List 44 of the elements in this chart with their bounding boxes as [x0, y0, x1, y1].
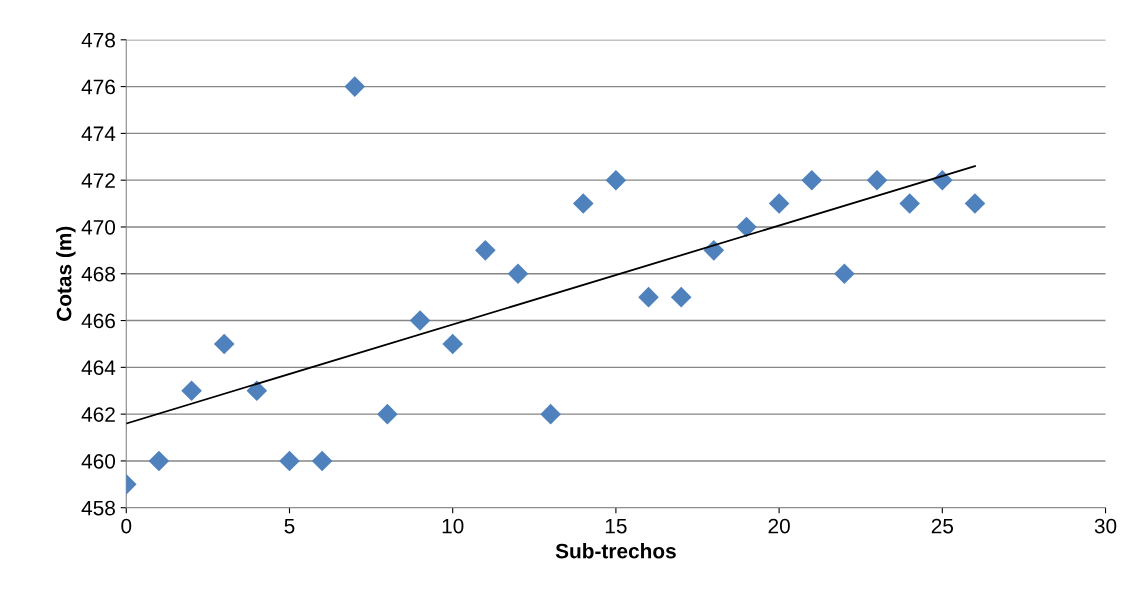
- point: [736, 216, 757, 238]
- point: [377, 403, 398, 425]
- point: [181, 380, 202, 402]
- y-tick-label: 458: [81, 500, 115, 516]
- y-tick-label: 466: [81, 313, 115, 329]
- x-tick-label: 30: [1094, 518, 1117, 534]
- y-tick-label: 476: [81, 79, 115, 95]
- point: [442, 333, 463, 355]
- point: [311, 450, 333, 472]
- point: [899, 193, 920, 214]
- y-tick-label: 468: [81, 266, 115, 282]
- point: [344, 76, 366, 97]
- point: [605, 169, 627, 191]
- point: [409, 310, 431, 331]
- x-tick-label: 15: [605, 518, 627, 534]
- point: [638, 286, 659, 308]
- y-tick-label: 478: [81, 32, 115, 48]
- x-tick-label: 10: [442, 518, 464, 534]
- point: [475, 240, 496, 261]
- x-tick-label: 0: [121, 518, 132, 534]
- y-tick-label: 474: [81, 126, 116, 141]
- point: [213, 333, 235, 355]
- point: [279, 450, 300, 472]
- x-tick-label: 5: [284, 518, 295, 534]
- point: [540, 403, 561, 425]
- x-tick-label: 25: [931, 518, 954, 534]
- point: [148, 450, 170, 472]
- x-axis-title: Sub-trechos: [555, 543, 676, 559]
- y-tick-label: 464: [81, 360, 116, 376]
- point: [670, 286, 692, 308]
- point: [834, 263, 855, 285]
- point: [964, 193, 986, 214]
- point: [768, 193, 790, 214]
- y-tick-label: 472: [81, 173, 115, 188]
- y-axis-title: Cotas (m): [56, 226, 76, 321]
- y-tick-label: 462: [81, 407, 115, 422]
- point: [866, 169, 888, 191]
- point: [572, 193, 594, 214]
- point: [246, 380, 268, 402]
- y-tick-label: 470: [81, 219, 116, 235]
- y-tick-label: 460: [81, 453, 116, 469]
- x-tick-label: 20: [768, 518, 790, 534]
- point: [801, 169, 823, 191]
- point: [507, 263, 529, 285]
